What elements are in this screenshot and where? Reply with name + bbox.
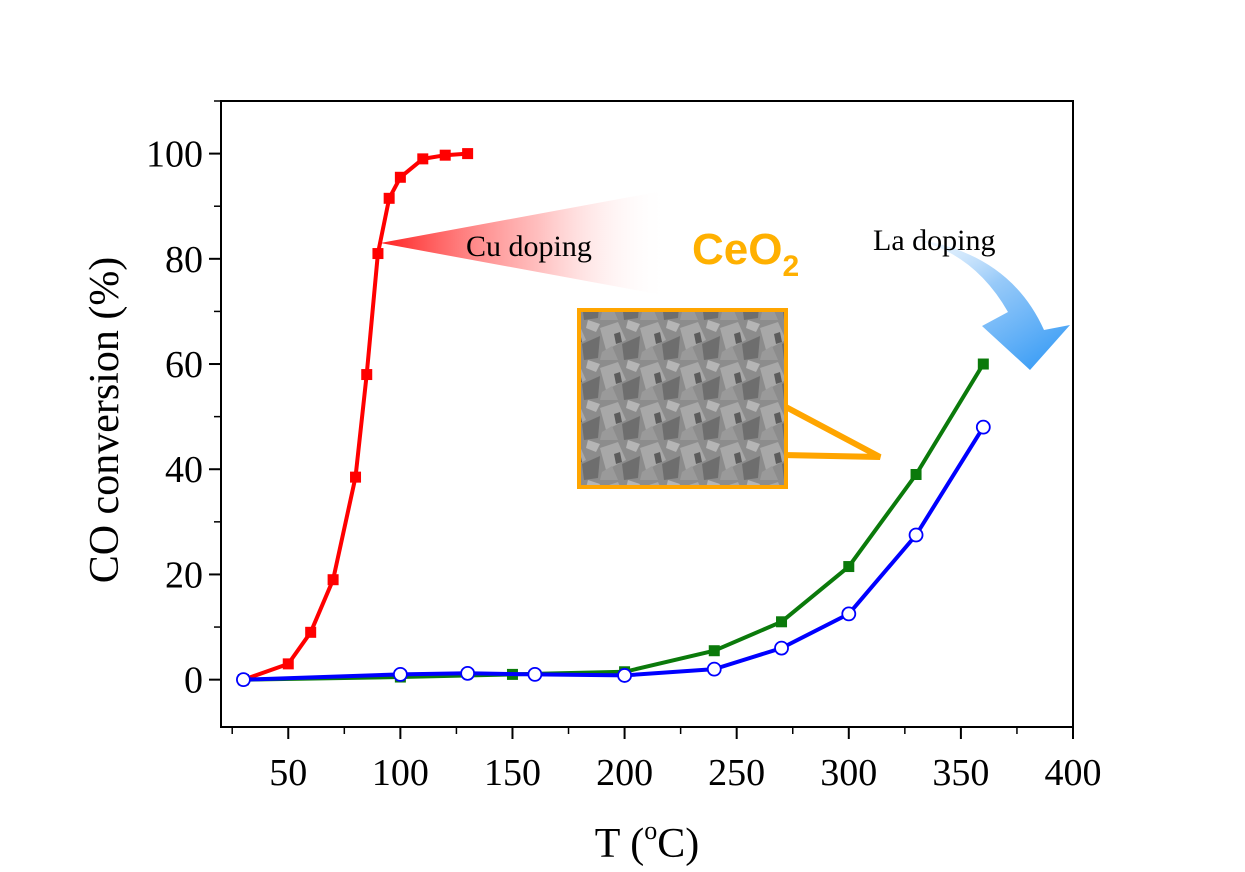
y-tick-label: 40	[165, 449, 203, 491]
ceo2-label: CeO2	[692, 225, 799, 283]
series-0	[237, 148, 474, 686]
data-point	[460, 665, 476, 681]
data-point	[305, 626, 317, 638]
y-tick-label: 100	[146, 134, 203, 176]
data-point	[774, 640, 789, 656]
x-tick-label: 250	[708, 752, 765, 794]
data-point	[841, 606, 857, 622]
data-point	[392, 666, 408, 682]
data-point	[282, 658, 294, 670]
series-2	[236, 419, 991, 688]
x-tick-label: 50	[269, 752, 307, 794]
y-tick-label: 20	[165, 554, 203, 596]
x-tick-label: 400	[1045, 752, 1102, 794]
y-tick-label: 0	[184, 660, 203, 702]
cu-doping-label: Cu doping	[466, 230, 592, 263]
data-point	[908, 527, 924, 543]
y-axis: 0 20 40 60 80 100	[146, 100, 221, 702]
series-line	[243, 426, 985, 682]
data-point	[706, 661, 722, 677]
y-tick-label: 80	[165, 239, 203, 281]
cu-doping-wedge	[380, 190, 668, 296]
data-point	[383, 192, 395, 204]
x-tick-label: 200	[596, 752, 653, 794]
data-point	[439, 149, 451, 161]
data-point	[372, 248, 384, 260]
data-point	[236, 672, 251, 688]
data-point	[350, 471, 362, 483]
x-tick-label: 300	[820, 752, 877, 794]
x-tick-label: 100	[372, 752, 429, 794]
data-point	[417, 153, 429, 165]
sem-inset-image	[577, 308, 788, 489]
la-doping-arrow	[858, 235, 1070, 370]
y-tick-label: 60	[165, 344, 203, 386]
data-point	[843, 561, 855, 573]
data-point	[327, 574, 339, 586]
data-point	[977, 358, 989, 370]
plot-frame	[220, 100, 1074, 728]
x-axis-title: T (oC)	[595, 816, 699, 867]
data-point	[975, 419, 991, 435]
sem-callout	[781, 401, 882, 460]
data-point	[910, 468, 922, 480]
y-axis-title: CO conversion (%)	[82, 257, 128, 584]
data-point	[462, 148, 474, 160]
x-axis: 50 100 150 200 250 300 350 400	[231, 727, 1102, 794]
x-tick-label: 150	[484, 752, 541, 794]
data-point	[361, 369, 373, 381]
data-point	[394, 171, 406, 183]
la-doping-label: La doping	[873, 224, 995, 257]
series-layer	[236, 148, 991, 688]
data-point	[617, 668, 632, 683]
series-line	[242, 151, 468, 682]
data-point	[708, 645, 720, 657]
data-point	[776, 616, 788, 628]
data-point	[527, 666, 543, 682]
x-tick-label: 350	[932, 752, 989, 794]
